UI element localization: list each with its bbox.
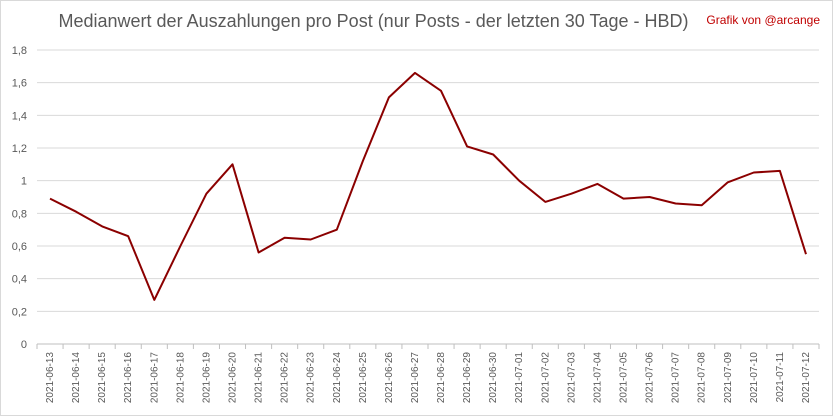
x-tick-label: 2021-06-27 bbox=[410, 352, 421, 404]
x-tick-labels: 2021-06-13 2021-06-14 2021-06-15 2021-06-16… bbox=[45, 352, 812, 404]
x-tick-label: 2021-06-30 bbox=[488, 352, 499, 404]
x-tick-label: 2021-07-08 bbox=[697, 352, 708, 404]
x-tick-label: 2021-06-23 bbox=[306, 352, 317, 404]
x-tick-label: 2021-06-14 bbox=[71, 352, 82, 404]
x-tick-label: 2021-07-03 bbox=[566, 352, 577, 404]
x-tick-label: 2021-07-05 bbox=[619, 352, 630, 404]
y-tick-label: 1,2 bbox=[12, 143, 27, 155]
x-tick-label: 2021-06-22 bbox=[280, 352, 291, 404]
y-tick-label: 1,6 bbox=[12, 78, 27, 90]
x-tick-label: 2021-06-17 bbox=[149, 352, 160, 404]
x-tick-label: 2021-07-12 bbox=[801, 352, 812, 404]
x-tick-label: 2021-07-10 bbox=[749, 352, 760, 404]
x-tick-label: 2021-06-28 bbox=[436, 352, 447, 404]
x-tick-label: 2021-06-21 bbox=[254, 352, 265, 404]
x-tick-label: 2021-07-09 bbox=[723, 352, 734, 404]
x-tick-label: 2021-06-15 bbox=[97, 352, 108, 404]
y-tick-label: 0,8 bbox=[12, 208, 27, 220]
x-tick-label: 2021-06-24 bbox=[332, 352, 343, 404]
y-tick-label: 0,2 bbox=[12, 306, 27, 318]
x-tick-label: 2021-06-18 bbox=[175, 352, 186, 404]
x-tick-label: 2021-07-06 bbox=[645, 352, 656, 404]
y-tick-labels: 0 0,2 0,4 0,6 0,8 1 1,2 1,4 1,6 1,8 bbox=[12, 45, 27, 351]
x-tick-label: 2021-06-29 bbox=[462, 352, 473, 404]
series bbox=[49, 71, 807, 301]
y-tick-label: 0,4 bbox=[12, 274, 27, 286]
chart-title: Medianwert der Auszahlungen pro Post (nu… bbox=[58, 11, 689, 31]
x-tick-label: 2021-06-16 bbox=[123, 352, 134, 404]
x-tick-label: 2021-06-26 bbox=[384, 352, 395, 404]
x-tick-label: 2021-06-20 bbox=[228, 352, 239, 404]
series-line bbox=[49, 71, 807, 301]
x-tick-label: 2021-07-02 bbox=[540, 352, 551, 404]
x-tick-label: 2021-06-13 bbox=[45, 352, 56, 404]
x-tick-label: 2021-07-04 bbox=[592, 352, 603, 404]
x-tick-label: 2021-06-19 bbox=[201, 352, 212, 404]
x-tick-label: 2021-07-07 bbox=[671, 352, 682, 404]
gridlines bbox=[37, 49, 819, 312]
y-tick-label: 1 bbox=[21, 176, 27, 188]
y-tick-label: 0 bbox=[21, 339, 27, 351]
x-tick-label: 2021-07-11 bbox=[775, 352, 786, 403]
y-tick-label: 1,4 bbox=[12, 110, 27, 122]
y-tick-label: 1,8 bbox=[12, 45, 27, 57]
x-tick-label: 2021-07-01 bbox=[514, 352, 525, 404]
axes bbox=[36, 343, 820, 349]
y-tick-label: 0,6 bbox=[12, 241, 27, 253]
chart-credit: Grafik von @arcange bbox=[706, 13, 820, 27]
x-tick-label: 2021-06-25 bbox=[358, 352, 369, 404]
